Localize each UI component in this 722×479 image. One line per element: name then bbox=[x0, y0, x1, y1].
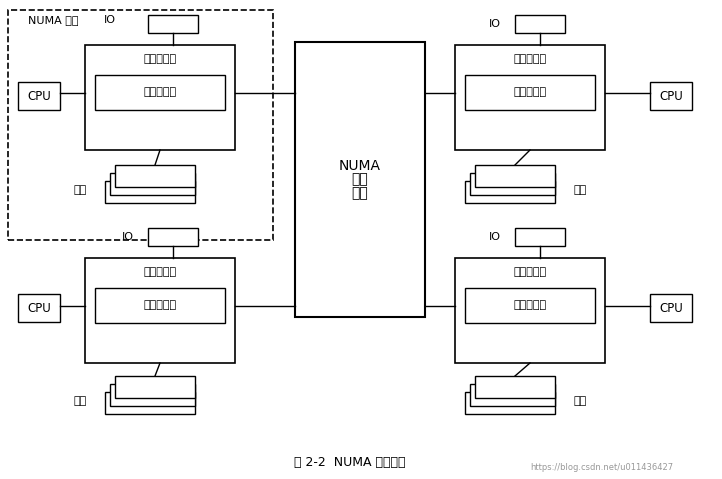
Text: IO: IO bbox=[104, 15, 116, 25]
Bar bbox=[515, 228, 565, 246]
Text: 内存控制器: 内存控制器 bbox=[513, 54, 547, 64]
Bar bbox=[650, 82, 692, 110]
Text: CPU: CPU bbox=[659, 301, 683, 315]
Bar bbox=[455, 45, 605, 150]
Text: https://blog.csdn.net/u011436427: https://blog.csdn.net/u011436427 bbox=[530, 463, 673, 471]
Bar bbox=[18, 82, 60, 110]
Text: IO: IO bbox=[122, 232, 134, 242]
Bar bbox=[650, 294, 692, 322]
Text: CPU: CPU bbox=[659, 90, 683, 103]
Bar bbox=[85, 45, 235, 150]
Bar bbox=[8, 10, 273, 240]
Bar bbox=[475, 376, 555, 398]
Text: 图 2-2  NUMA 架构示例: 图 2-2 NUMA 架构示例 bbox=[295, 456, 406, 469]
Text: NUMA 节点: NUMA 节点 bbox=[27, 15, 78, 25]
Bar bbox=[515, 15, 565, 33]
Text: 内存控制器: 内存控制器 bbox=[144, 267, 177, 277]
Bar bbox=[105, 392, 195, 414]
Text: 本地或远程: 本地或远程 bbox=[144, 88, 177, 98]
Text: 本地或远程: 本地或远程 bbox=[144, 300, 177, 310]
Bar bbox=[470, 384, 555, 406]
Bar bbox=[455, 258, 605, 363]
Bar bbox=[110, 173, 195, 195]
Text: 内存控制器: 内存控制器 bbox=[513, 267, 547, 277]
Text: 内存: 内存 bbox=[573, 396, 586, 406]
Text: 内存: 内存 bbox=[74, 396, 87, 406]
Bar bbox=[475, 165, 555, 187]
Text: 模块: 模块 bbox=[352, 186, 368, 201]
Text: 内存: 内存 bbox=[74, 185, 87, 195]
Text: CPU: CPU bbox=[27, 90, 51, 103]
Bar bbox=[85, 258, 235, 363]
Bar bbox=[18, 294, 60, 322]
Bar bbox=[465, 288, 595, 323]
Text: 内存: 内存 bbox=[573, 185, 586, 195]
Text: CPU: CPU bbox=[27, 301, 51, 315]
Bar bbox=[465, 392, 555, 414]
Bar bbox=[465, 75, 595, 110]
Bar bbox=[148, 228, 198, 246]
Bar bbox=[295, 42, 425, 317]
Text: IO: IO bbox=[489, 232, 501, 242]
Bar bbox=[95, 288, 225, 323]
Text: 互联: 互联 bbox=[352, 172, 368, 186]
Bar bbox=[115, 165, 195, 187]
Bar bbox=[105, 181, 195, 203]
Bar bbox=[465, 181, 555, 203]
Bar bbox=[110, 384, 195, 406]
Text: 本地或远程: 本地或远程 bbox=[513, 300, 547, 310]
Bar bbox=[148, 15, 198, 33]
Text: IO: IO bbox=[489, 19, 501, 29]
Bar bbox=[470, 173, 555, 195]
Text: NUMA: NUMA bbox=[339, 159, 381, 172]
Text: 本地或远程: 本地或远程 bbox=[513, 88, 547, 98]
Text: 内存控制器: 内存控制器 bbox=[144, 54, 177, 64]
Bar bbox=[95, 75, 225, 110]
Bar bbox=[115, 376, 195, 398]
